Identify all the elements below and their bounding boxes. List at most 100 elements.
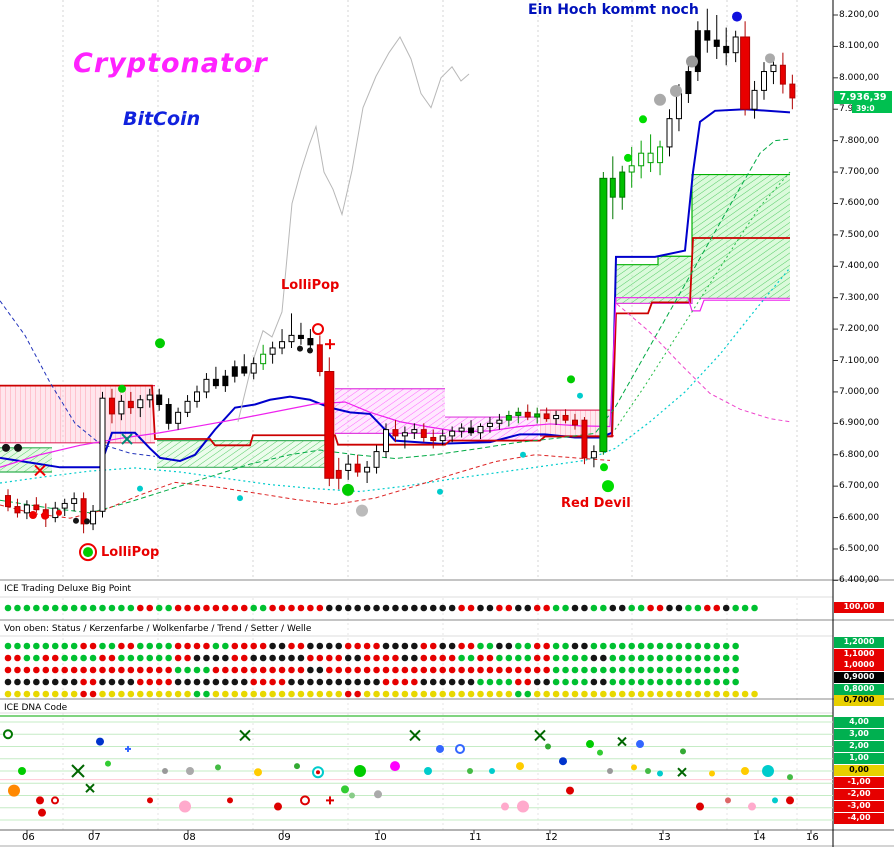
indicator-dot <box>581 642 588 650</box>
indicator-dot <box>675 654 683 662</box>
indicator-dot <box>533 678 541 686</box>
indicator-dot <box>732 678 739 686</box>
indicator-dot <box>127 678 135 686</box>
signal-dot <box>765 53 775 64</box>
candle-body <box>297 334 304 340</box>
indicator-dot <box>80 678 87 686</box>
indicator-dot <box>533 604 541 612</box>
indicator-dot <box>203 678 210 686</box>
candle-body <box>345 463 352 471</box>
indicator-dot <box>165 666 172 674</box>
indicator-dot <box>174 666 182 674</box>
indicator-dot <box>637 678 645 686</box>
indicator-dot <box>4 678 12 686</box>
candle-body <box>411 429 418 434</box>
indicator-dot <box>590 604 598 612</box>
candle-body <box>713 39 720 47</box>
indicator-dot <box>373 604 380 612</box>
candle-body <box>751 89 758 110</box>
indicator-dot <box>448 642 456 650</box>
indicator-dot <box>609 666 617 674</box>
indicator-dot <box>259 654 267 662</box>
indicator-dot <box>288 666 295 674</box>
brand-title: Cryptonator <box>73 48 268 79</box>
indicator-dot <box>505 690 513 698</box>
candle-body <box>241 366 248 374</box>
dna-point <box>18 767 26 775</box>
indicator-dot <box>704 678 711 686</box>
price-axis-label: 7.800,00 <box>839 135 880 146</box>
indicator-dot <box>713 654 721 662</box>
indicator-dot <box>543 690 550 698</box>
indicator-dot <box>212 690 220 698</box>
dna-point <box>374 790 382 799</box>
indicator-dot <box>203 654 210 662</box>
indicator-dot <box>269 690 276 698</box>
indicator-dot <box>42 666 50 674</box>
signal-dot <box>567 375 575 384</box>
indicator-dot <box>363 690 371 698</box>
dna-point <box>274 802 282 811</box>
axis-value-badge: 0,7000 <box>834 695 884 706</box>
indicator-dot <box>33 678 40 686</box>
indicator-dot <box>316 678 324 686</box>
indicator-dot <box>543 604 550 612</box>
indicator-dot <box>155 666 163 674</box>
dna-point <box>680 748 686 755</box>
indicator-dot <box>675 642 683 650</box>
indicator-dot <box>23 654 31 662</box>
indicator-dot <box>363 604 371 612</box>
indicator-dot <box>685 604 692 612</box>
indicator-dot <box>33 654 40 662</box>
indicator-dot <box>420 666 428 674</box>
indicator-dot <box>203 666 210 674</box>
indicator-dot <box>127 666 135 674</box>
panel-title-dna: ICE DNA Code <box>4 703 68 713</box>
dna-point <box>741 767 749 775</box>
indicator-dot <box>420 654 428 662</box>
dna-point <box>424 767 432 775</box>
indicator-dot <box>61 654 68 662</box>
indicator-dot <box>533 690 541 698</box>
indicator-dot <box>732 654 739 662</box>
annotation-lollipop-bottom: LolliPop <box>101 545 160 560</box>
indicator-dot <box>647 642 654 650</box>
indicator-dot <box>533 666 541 674</box>
candle-body <box>761 71 767 91</box>
indicator-dot <box>694 654 702 662</box>
dna-point <box>294 763 300 770</box>
indicator-dot <box>344 690 352 698</box>
indicator-line-kijun-blue <box>0 108 791 469</box>
indicator-dot <box>628 604 635 612</box>
indicator-dot <box>477 666 484 674</box>
candle-body <box>279 341 286 349</box>
signal-dot <box>624 153 632 162</box>
indicator-dot <box>307 666 314 674</box>
indicator-dot <box>23 678 31 686</box>
indicator-dot <box>704 690 711 698</box>
dna-point <box>534 729 546 742</box>
indicator-dot <box>751 604 758 612</box>
dna-point <box>607 768 613 774</box>
candle-body <box>638 152 645 167</box>
indicator-dot <box>524 666 532 674</box>
indicator-dot <box>515 666 522 674</box>
cloud-top-edge <box>616 173 790 266</box>
indicator-dot <box>33 690 40 698</box>
time-axis-label: 11 <box>469 832 482 843</box>
dna-point <box>786 796 794 805</box>
indicator-dot <box>467 654 475 662</box>
indicator-dot <box>609 604 617 612</box>
indicator-dot <box>42 604 50 612</box>
indicator-dot <box>288 678 295 686</box>
dna-point <box>762 765 774 777</box>
indicator-dot <box>496 678 503 686</box>
candle-body <box>534 413 541 418</box>
candle-body <box>260 353 267 365</box>
indicator-dot <box>515 690 522 698</box>
indicator-dot <box>344 604 352 612</box>
candle-body <box>194 391 200 402</box>
indicator-dot <box>713 678 721 686</box>
indicator-dot <box>89 604 97 612</box>
